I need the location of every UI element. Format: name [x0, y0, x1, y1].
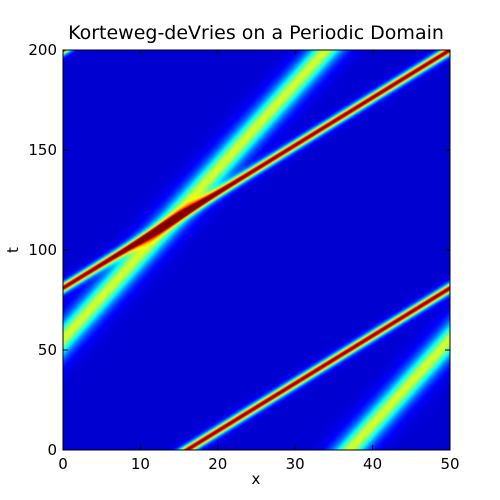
- heatmap-image: [63, 50, 450, 450]
- x-tick-label: 40: [363, 455, 382, 473]
- plot-area: [62, 49, 451, 451]
- y-tick-label: 200: [28, 41, 57, 59]
- y-tick-label: 100: [28, 241, 57, 259]
- x-axis-label: x: [252, 470, 261, 488]
- x-tick-label: 30: [286, 455, 305, 473]
- y-tick-label: 50: [38, 341, 57, 359]
- y-axis-label: t: [4, 247, 22, 253]
- x-tick-label: 20: [208, 455, 227, 473]
- x-tick-label: 50: [440, 455, 459, 473]
- y-axis: 0 50 100 150 200: [28, 41, 450, 459]
- chart-title: Korteweg-deVries on a Periodic Domain: [68, 22, 444, 44]
- x-axis: 0 10 20 30 40 50: [58, 50, 460, 473]
- y-tick-label: 0: [47, 441, 57, 459]
- y-tick-label: 150: [28, 141, 57, 159]
- x-tick-label: 10: [131, 455, 150, 473]
- x-tick-label: 0: [58, 455, 68, 473]
